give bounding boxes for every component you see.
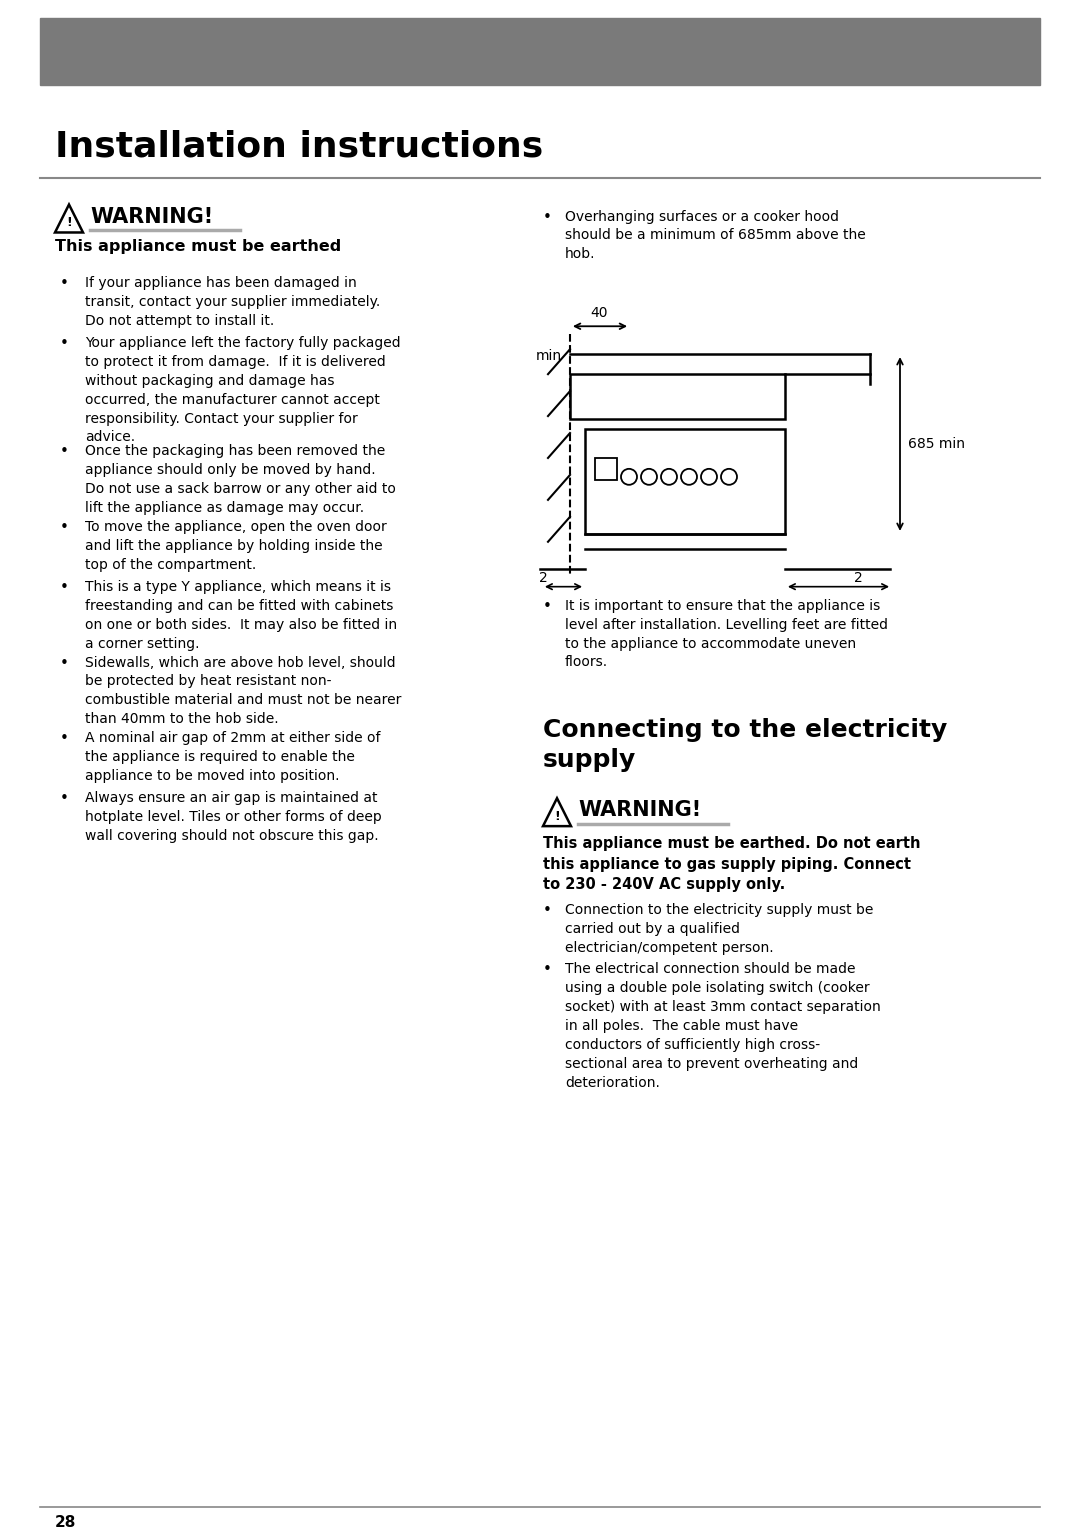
- Text: This is a type Y appliance, which means it is
freestanding and can be fitted wit: This is a type Y appliance, which means …: [85, 579, 397, 650]
- Text: •: •: [60, 791, 69, 806]
- Bar: [570, 374, 785, 419]
- Text: 685 min: 685 min: [908, 437, 966, 451]
- Text: Always ensure an air gap is maintained at
hotplate level. Tiles or other forms o: Always ensure an air gap is maintained a…: [85, 791, 381, 843]
- Text: A nominal air gap of 2mm at either side of
the appliance is required to enable t: A nominal air gap of 2mm at either side …: [85, 731, 380, 783]
- Text: •: •: [543, 210, 552, 224]
- Text: The electrical connection should be made
using a double pole isolating switch (c: The electrical connection should be made…: [565, 963, 881, 1090]
- Text: WARNING!: WARNING!: [578, 800, 701, 820]
- Text: •: •: [60, 579, 69, 595]
- Text: This appliance must be earthed. Do not earth
this appliance to gas supply piping: This appliance must be earthed. Do not e…: [543, 835, 920, 892]
- Text: This appliance must be earthed: This appliance must be earthed: [55, 239, 341, 254]
- Text: •: •: [60, 520, 69, 535]
- Text: !: !: [554, 809, 559, 823]
- Text: 2: 2: [539, 570, 548, 584]
- Text: If your appliance has been damaged in
transit, contact your supplier immediately: If your appliance has been damaged in tr…: [85, 276, 380, 328]
- Text: Overhanging surfaces or a cooker hood
should be a minimum of 685mm above the
hob: Overhanging surfaces or a cooker hood sh…: [565, 210, 866, 262]
- Text: •: •: [60, 656, 69, 670]
- Text: Once the packaging has been removed the
appliance should only be moved by hand.
: Once the packaging has been removed the …: [85, 445, 396, 515]
- Text: Your appliance left the factory fully packaged
to protect it from damage.  If it: Your appliance left the factory fully pa…: [85, 336, 401, 445]
- Text: •: •: [60, 276, 69, 291]
- Text: •: •: [60, 445, 69, 460]
- Bar: [595, 458, 617, 480]
- Text: •: •: [60, 731, 69, 747]
- Bar: [585, 429, 785, 533]
- Text: WARNING!: WARNING!: [90, 207, 213, 227]
- Text: •: •: [543, 903, 552, 918]
- Text: •: •: [543, 963, 552, 978]
- Text: 40: 40: [590, 307, 607, 320]
- Text: Installation instructions: Installation instructions: [55, 130, 543, 164]
- Text: 28: 28: [55, 1515, 77, 1530]
- Text: •: •: [60, 336, 69, 351]
- Text: Connecting to the electricity
supply: Connecting to the electricity supply: [543, 719, 947, 773]
- Text: Sidewalls, which are above hob level, should
be protected by heat resistant non-: Sidewalls, which are above hob level, sh…: [85, 656, 402, 727]
- Text: Connection to the electricity supply must be
carried out by a qualified
electric: Connection to the electricity supply mus…: [565, 903, 874, 955]
- Text: min: min: [536, 350, 562, 363]
- Text: To move the appliance, open the oven door
and lift the appliance by holding insi: To move the appliance, open the oven doo…: [85, 520, 387, 572]
- Text: !: !: [66, 216, 72, 228]
- Text: •: •: [543, 599, 552, 613]
- Text: 2: 2: [854, 570, 863, 584]
- Bar: [40, 18, 1040, 84]
- Text: It is important to ensure that the appliance is
level after installation. Levell: It is important to ensure that the appli…: [565, 599, 888, 670]
